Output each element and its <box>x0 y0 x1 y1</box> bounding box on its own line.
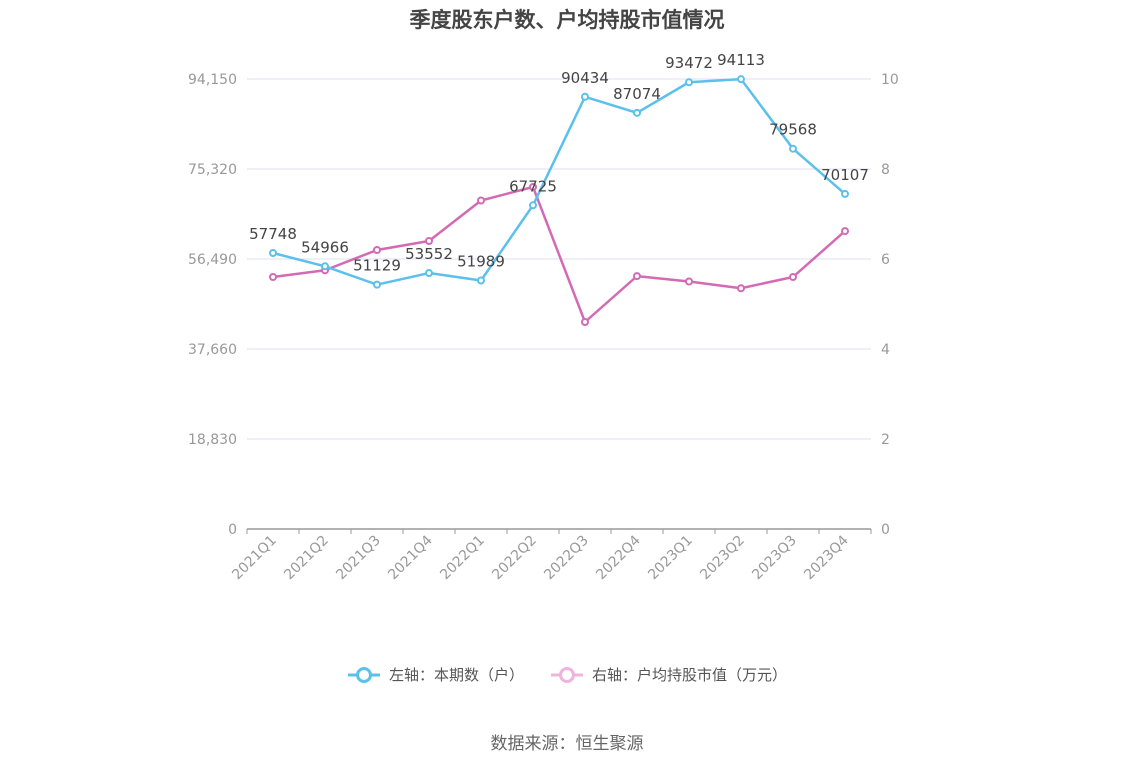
x-tick-label: 2021Q2 <box>281 533 332 584</box>
y-right-tick-label: 6 <box>881 252 890 268</box>
value-point <box>269 273 277 281</box>
holders-data-label: 93472 <box>665 54 713 72</box>
y-right-tick-label: 10 <box>881 72 899 88</box>
x-tick-label: 2023Q2 <box>697 533 748 584</box>
x-tick-label: 2022Q1 <box>437 533 488 584</box>
x-tick-label: 2023Q1 <box>645 533 696 584</box>
holders-data-label: 87074 <box>613 85 661 103</box>
holders-data-label: 67725 <box>509 177 557 195</box>
y-right-tick-label: 2 <box>881 432 890 448</box>
value-point <box>425 237 433 245</box>
y-right-tick-label: 0 <box>881 522 890 538</box>
series-layer <box>269 75 849 326</box>
legend-value-label: 右轴：户均持股市值（万元） <box>592 666 788 684</box>
holders-data-label: 51989 <box>457 253 505 271</box>
value-point <box>685 277 693 286</box>
data-source: 数据来源：恒生聚源 <box>490 734 644 754</box>
x-tick-label: 2022Q2 <box>489 533 540 584</box>
y-left-tick-label: 94,150 <box>188 72 237 88</box>
legend: 左轴：本期数（户） 右轴：户均持股市值（万元） <box>0 664 1134 685</box>
holders-data-label: 57748 <box>249 225 297 243</box>
holders-point <box>321 262 329 271</box>
value-point <box>581 318 589 326</box>
holders-point <box>789 144 797 153</box>
x-tick-label: 2023Q4 <box>801 532 852 583</box>
legend-holders-label: 左轴：本期数（户） <box>388 666 524 684</box>
legend-value-icon <box>551 666 583 683</box>
y-left-tick-label: 37,660 <box>188 342 237 358</box>
value-point <box>737 284 745 293</box>
holders-point <box>685 78 693 87</box>
y-right-tick-label: 8 <box>881 162 890 178</box>
legend-holders-icon <box>347 666 380 683</box>
x-tick-label: 2021Q1 <box>229 533 280 584</box>
holders-data-label: 70107 <box>821 166 869 184</box>
value-point <box>633 272 641 281</box>
x-tick-label: 2021Q3 <box>333 533 384 584</box>
series-line-holders <box>272 77 846 286</box>
holders-data-label: 94113 <box>717 51 765 69</box>
holders-point <box>737 75 745 84</box>
x-tick-label: 2022Q4 <box>593 532 644 583</box>
holders-point <box>477 276 485 285</box>
holders-data-label: 53552 <box>405 245 453 263</box>
value-point <box>529 183 537 191</box>
x-tick-label: 2021Q4 <box>385 532 436 583</box>
y-left-tick-label: 75,320 <box>188 162 237 178</box>
y-left-tick-label: 0 <box>228 522 237 538</box>
x-tick-label: 2023Q3 <box>749 533 800 584</box>
holders-point <box>841 189 849 198</box>
holders-data-label: 51129 <box>353 257 401 275</box>
legend-item-value[interactable]: 右轴：户均持股市值（万元） <box>550 664 787 685</box>
chart-title: 季度股东户数、户均持股市值情况 <box>409 8 725 32</box>
holders-data-label: 54966 <box>301 238 349 256</box>
y-left-tick-label: 56,490 <box>188 252 237 268</box>
value-point <box>841 227 849 236</box>
legend-item-holders[interactable]: 左轴：本期数（户） <box>347 664 524 685</box>
holders-point <box>529 201 537 210</box>
series-line-value <box>272 185 846 324</box>
value-point <box>373 246 381 254</box>
x-tick-label: 2022Q3 <box>541 533 592 584</box>
holders-data-label: 79568 <box>769 121 817 139</box>
value-point <box>477 196 485 205</box>
holders-point <box>633 108 641 117</box>
holders-point <box>373 280 381 289</box>
holders-point <box>269 248 277 257</box>
holders-point <box>425 269 433 278</box>
holders-point <box>581 92 589 101</box>
y-left-tick-label: 18,830 <box>188 432 237 448</box>
holders-data-label: 90434 <box>561 69 609 87</box>
y-right-tick-label: 4 <box>881 342 890 358</box>
value-point <box>789 273 797 281</box>
